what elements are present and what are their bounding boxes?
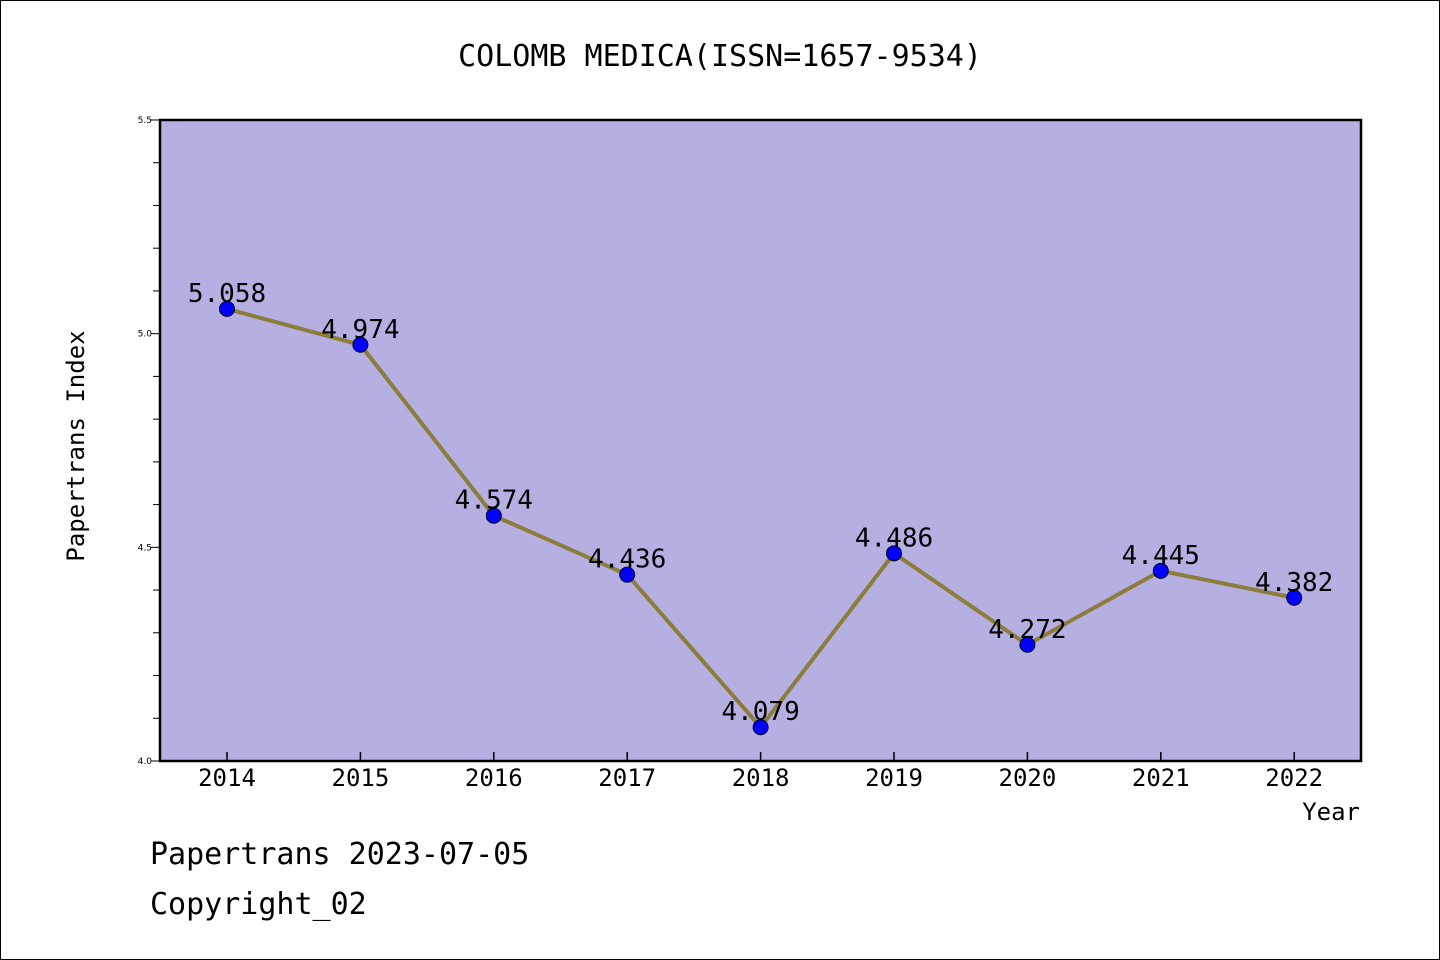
data-label: 4.445 — [1122, 541, 1200, 571]
data-point — [485, 507, 502, 524]
data-label: 4.974 — [321, 315, 399, 345]
plot-area — [158, 118, 1363, 763]
x-tick-label: 2019 — [865, 764, 923, 792]
data-label: 4.272 — [988, 615, 1066, 645]
x-tick-label: 2014 — [198, 764, 256, 792]
x-tick-label: 2018 — [732, 764, 790, 792]
footer-date: Papertrans 2023-07-05 — [150, 837, 529, 872]
data-point — [886, 545, 902, 562]
data-label: 4.436 — [588, 545, 666, 575]
data-point — [219, 300, 235, 317]
x-tick-label: 2020 — [999, 764, 1057, 792]
footer-copyright: Copyright_02 — [150, 887, 367, 922]
x-tick-label: 2022 — [1265, 764, 1323, 792]
x-axis-label: Year — [1302, 798, 1360, 826]
data-point — [1019, 636, 1036, 653]
data-point — [619, 566, 636, 583]
chart-title: COLOMB MEDICA(ISSN=1657-9534) — [458, 39, 982, 74]
y-axis: 4.0 4.5 5.0 5.5 — [138, 116, 160, 767]
x-tick-label: 2017 — [598, 764, 656, 792]
y-tick-label: 5.5 — [138, 116, 152, 126]
data-label: 5.058 — [188, 279, 266, 309]
data-labels: 5.058 4.974 4.574 4.436 4.079 4.486 4.272 4.445… — [188, 279, 1333, 727]
data-label: 4.574 — [455, 486, 533, 516]
data-point — [352, 336, 369, 353]
data-label: 4.079 — [721, 697, 799, 727]
data-label: 4.382 — [1255, 568, 1333, 598]
data-point — [1286, 589, 1303, 606]
data-point — [752, 719, 769, 736]
data-label: 4.486 — [855, 523, 933, 553]
data-markers — [219, 300, 1303, 736]
data-point — [1152, 562, 1169, 579]
x-tick-label: 2021 — [1132, 764, 1190, 792]
y-tick-label: 4.0 — [138, 757, 153, 767]
y-tick-label: 5.0 — [138, 330, 153, 340]
x-tick-label: 2016 — [465, 764, 523, 792]
y-tick-label: 4.5 — [138, 543, 152, 553]
x-axis: 2014 2015 2016 2017 2018 2019 2020 2021 2022 — [198, 752, 1323, 792]
y-axis-label: Papertrans Index — [62, 330, 90, 561]
x-tick-label: 2015 — [332, 764, 390, 792]
